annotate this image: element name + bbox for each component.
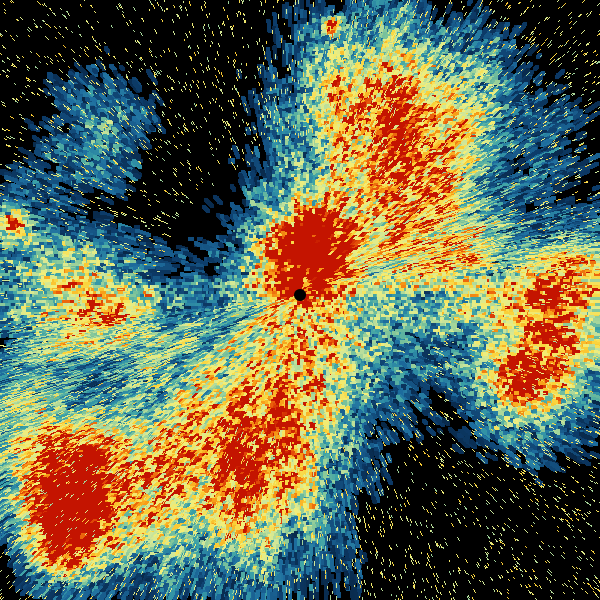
visualization-canvas bbox=[0, 0, 600, 600]
radial-intensity-heatmap bbox=[0, 0, 600, 600]
